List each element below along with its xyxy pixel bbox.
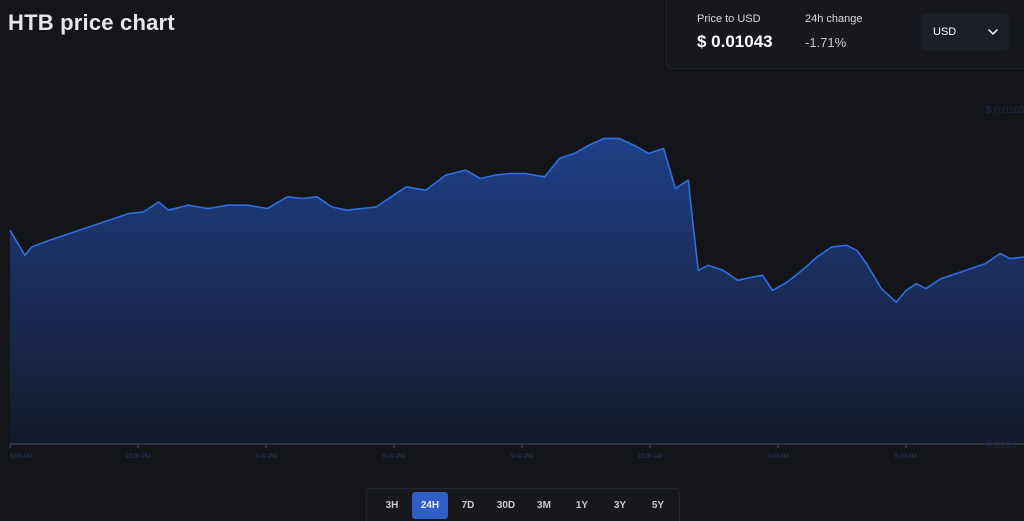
y-tick-label: 0.0103 — [986, 440, 1017, 451]
x-tick-label: 9:00 PM — [511, 454, 533, 460]
x-tick-label: 12:00 AM — [637, 454, 662, 460]
range-button-7d[interactable]: 7D — [461, 499, 475, 511]
y-tick-label: $ 0.0105 — [986, 105, 1024, 116]
currency-select[interactable]: USD — [921, 14, 1009, 50]
chevron-down-icon — [988, 29, 998, 35]
range-button-1y[interactable]: 1Y — [575, 499, 589, 511]
change-value: -1.71% — [805, 35, 847, 50]
range-button-30d[interactable]: 30D — [496, 499, 516, 511]
x-tick-label: 6:00 AM — [895, 454, 917, 460]
range-button-3h[interactable]: 3H — [385, 499, 399, 511]
price-line — [9, 137, 1024, 303]
price-chart[interactable]: 9:00 AM 12:00 PM 3:00 PM 6:00 PM 9:00 PM 12:0… — [0, 0, 1024, 470]
change-label: 24h change — [805, 13, 863, 25]
price-area — [10, 138, 1024, 444]
price-label: Price to USD — [697, 13, 761, 25]
price-value: $ 0.01043 — [697, 32, 773, 51]
range-button-5y[interactable]: 5Y — [651, 499, 665, 511]
x-tick-label: 12:00 PM — [125, 454, 151, 460]
price-panel: Price to USD $ 0.01043 24h change -1.71%… — [666, 0, 1024, 69]
x-tick-label: 3:00 AM — [767, 454, 789, 460]
x-tick-label: 9:00 AM — [10, 454, 32, 460]
range-button-3y[interactable]: 3Y — [613, 499, 627, 511]
x-tick-label: 3:00 PM — [255, 454, 277, 460]
range-button-3m[interactable]: 3M — [537, 499, 551, 511]
currency-label: USD — [933, 26, 957, 38]
x-tick-label: 6:00 PM — [383, 454, 405, 460]
range-button-24h[interactable]: 24H — [412, 491, 448, 519]
time-range-selector: 3H 24H 7D 30D 3M 1Y 3Y 5Y — [366, 488, 680, 521]
page-title: HTB price chart — [8, 10, 175, 35]
